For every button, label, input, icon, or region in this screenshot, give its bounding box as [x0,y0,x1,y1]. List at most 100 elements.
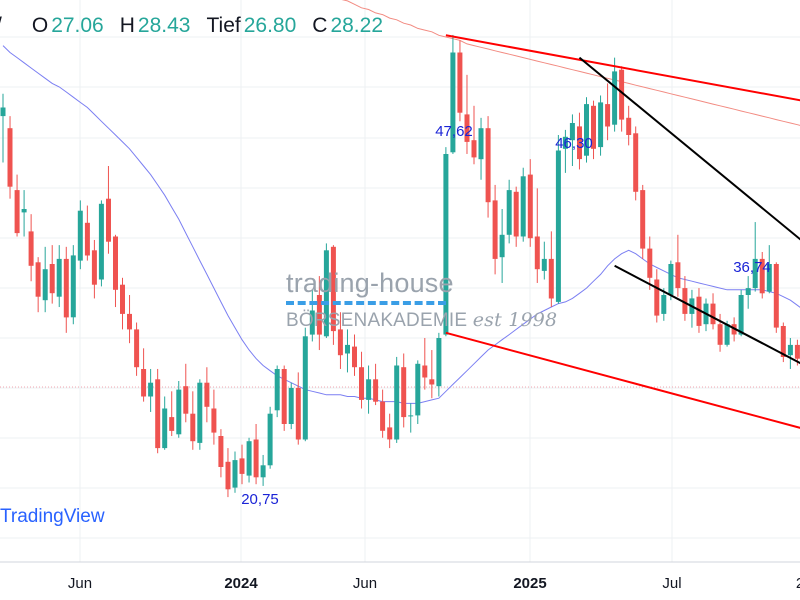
candle [70,245,76,325]
trendline-upper-black [578,56,800,241]
candle-body [485,128,491,203]
candle-body [647,248,653,278]
candle-body [323,250,329,337]
ma-fast-line [2,45,800,404]
candle [141,348,147,402]
candle [429,350,435,399]
candle-body [281,369,287,424]
candle-body [56,258,62,297]
candle [49,245,55,304]
candle [176,381,182,438]
candle-body [745,288,751,295]
annotation-label: 20,75 [241,491,279,508]
trendlines [445,34,800,429]
candle [492,184,498,275]
candle [450,34,456,154]
candle [281,365,287,431]
candle-body [548,258,554,299]
tradingview-logo[interactable]: TradingView [0,506,105,527]
candle-body [562,136,568,149]
ohlc-legend: / O 27.06 H 28.43 Tief 26.80 C 28.22 [0,8,399,44]
candle [352,334,357,376]
candle-body [98,203,104,280]
candle [218,429,224,478]
candle [253,424,259,485]
candle [626,105,632,146]
candle [759,252,765,299]
candle [295,372,301,445]
candle [35,257,41,313]
candle-body [218,436,224,467]
candle-body [204,382,210,407]
candle [513,186,519,247]
candle [401,353,407,428]
candle-body [366,379,372,400]
candle [0,93,6,163]
candle [366,365,372,414]
candle-body [569,123,575,141]
candle [162,396,168,450]
candle-body [541,258,547,271]
candle [471,105,477,165]
candle [415,360,421,424]
candle-body [443,154,449,335]
candle [120,277,125,330]
candle [373,363,379,406]
candle-body [724,324,730,345]
low-value: 26.80 [243,14,297,37]
candle-body [345,344,350,354]
candle [155,368,161,454]
candle [274,365,280,418]
candle [98,200,104,287]
candle-body [260,465,266,478]
candle [190,391,196,450]
candle-body [506,190,512,235]
candle-body [106,198,111,242]
candle [584,97,589,163]
candle-body [148,382,154,397]
candle-body [619,69,625,120]
candle-body [169,417,175,431]
candle-body [316,295,322,335]
candle-body [49,264,55,294]
candle [260,454,266,486]
candle-body [63,258,69,318]
candle-body [668,264,674,295]
candle [42,246,48,313]
candle-body [7,128,13,187]
candle-body [682,288,688,314]
candle-body [471,140,477,158]
candle [134,322,140,376]
candle [527,159,533,247]
candle-body [162,408,168,449]
candle [577,112,582,170]
high-value: 28.43 [137,14,191,37]
candle-body [253,439,259,478]
candle [675,234,681,297]
candle-body [766,264,772,292]
candle [7,116,13,199]
candle [569,114,575,166]
candle-body [211,408,217,433]
candle-body [534,236,540,270]
candle-body [274,369,280,411]
candle-body [640,190,646,249]
candle [323,243,329,338]
candle-body [21,209,27,213]
time-axis-label: Jun [353,575,377,592]
time-axis: Jun 2024 Jun 2025 Jul 2 [0,561,800,592]
candle-body [591,105,596,149]
candle [605,83,611,141]
ma-slow-line [341,0,800,126]
candle [127,295,132,344]
candle-body [710,303,716,325]
candle [520,167,526,242]
candle [267,406,273,469]
candle-body [197,382,203,443]
candle [661,288,667,321]
candlestick-series [0,34,800,498]
candle-body [457,52,463,113]
candle-body [626,117,632,135]
candle [232,451,238,493]
